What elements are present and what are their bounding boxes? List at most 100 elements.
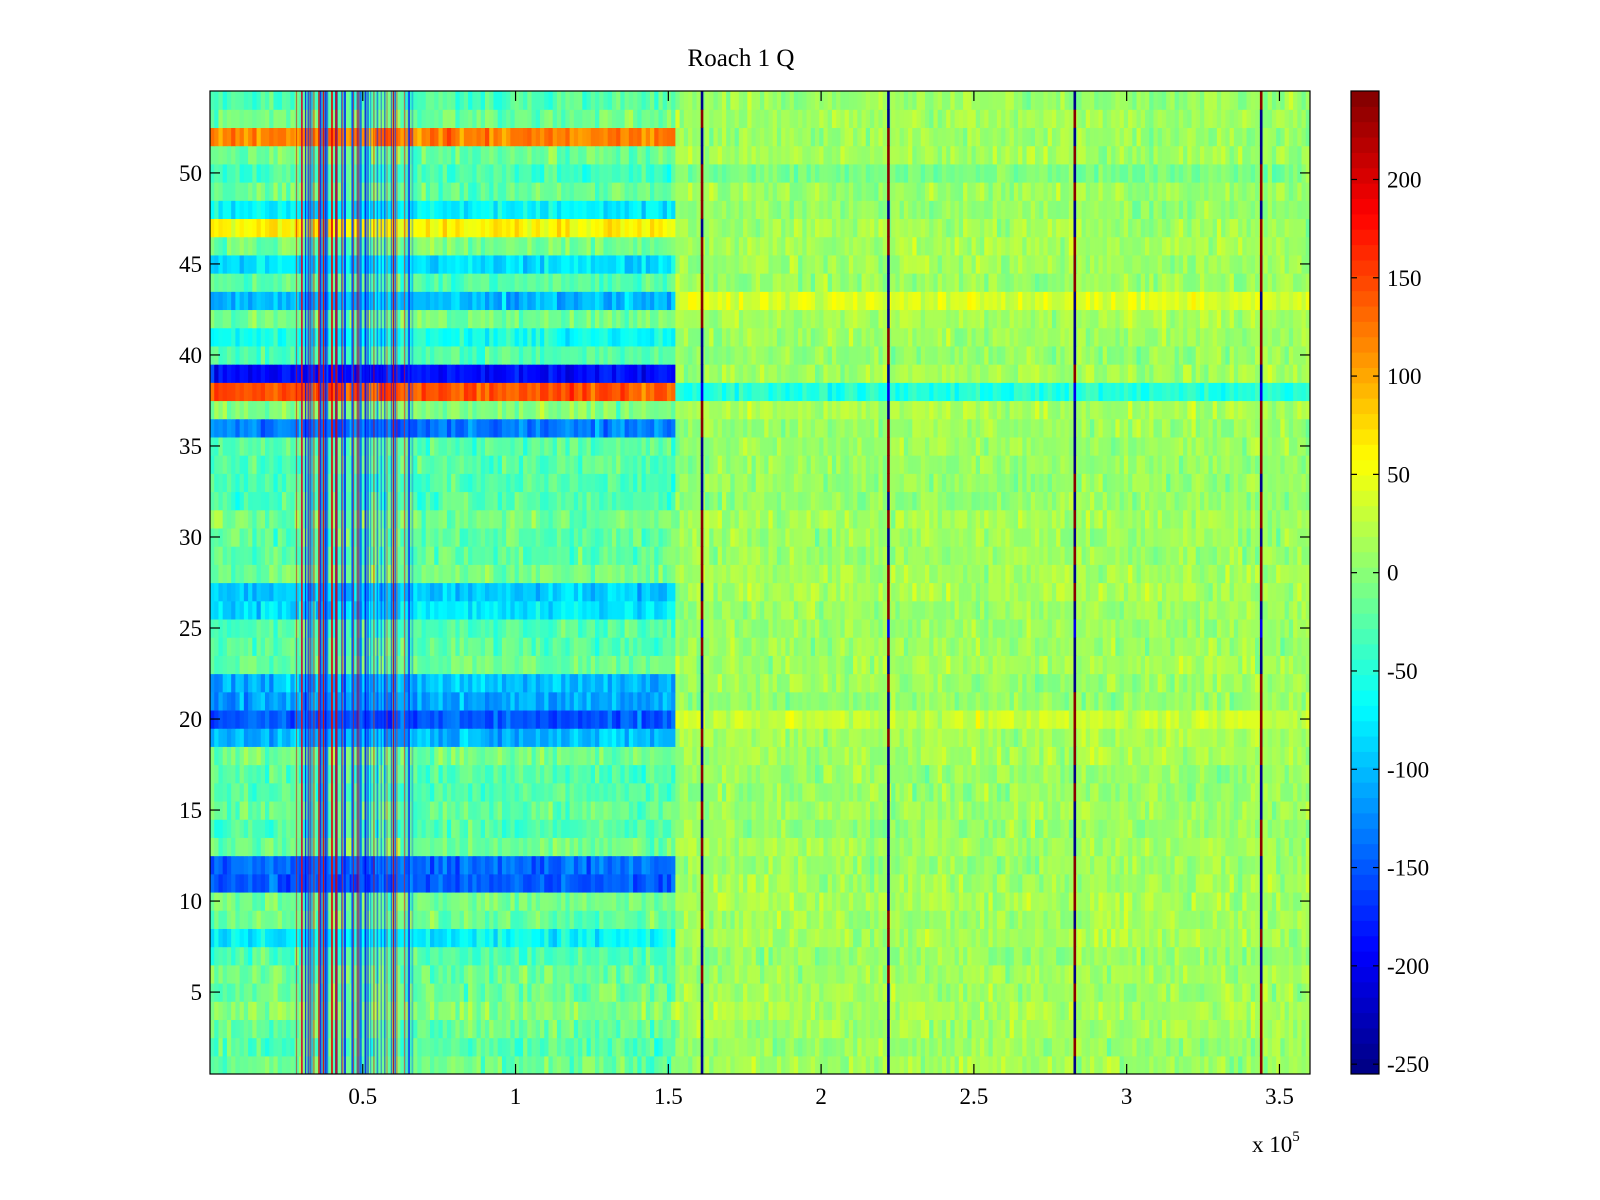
heatmap-cell: [472, 1055, 478, 1074]
heatmap-cell: [1229, 1019, 1235, 1039]
heatmap-cell: [696, 1055, 702, 1074]
heatmap-cell: [345, 910, 351, 929]
heatmap-cell: [493, 928, 499, 948]
heatmap-cell: [1128, 746, 1133, 766]
heatmap-cell: [1301, 964, 1307, 984]
heatmap-cell: [248, 873, 253, 893]
heatmap-cell: [277, 982, 283, 1002]
heatmap-cell: [320, 800, 325, 820]
heatmap-cell: [218, 764, 224, 784]
heatmap-cell: [1250, 746, 1256, 766]
heatmap-cell: [1022, 873, 1028, 893]
heatmap-cell: [666, 800, 672, 820]
heatmap-cell: [882, 982, 888, 1002]
heatmap-cell: [1166, 982, 1171, 1002]
heatmap-cell: [387, 1019, 393, 1039]
heatmap-cell: [556, 1019, 562, 1039]
heatmap-cell: [1039, 782, 1045, 802]
heatmap-cell: [1212, 910, 1218, 929]
heatmap-cell: [806, 819, 812, 838]
heatmap-cell: [548, 873, 554, 893]
heatmap-cell: [552, 746, 558, 766]
heatmap-cell: [1051, 782, 1057, 802]
heatmap-cell: [1170, 1019, 1176, 1039]
heatmap-cell: [705, 928, 710, 948]
heatmap-cell: [290, 746, 296, 766]
heatmap-cell: [273, 855, 279, 875]
heatmap-cell: [518, 873, 524, 893]
heatmap-cell: [1039, 873, 1045, 893]
heatmap-cell: [1018, 855, 1023, 875]
heatmap-cell: [1212, 782, 1218, 802]
heatmap-cell: [1005, 928, 1011, 948]
heatmap-cell: [628, 891, 634, 911]
heatmap-cell: [459, 928, 465, 948]
heatmap-cell: [421, 964, 427, 984]
heatmap-cell: [480, 837, 486, 857]
heatmap-cell: [222, 1037, 228, 1057]
heatmap-cell: [688, 728, 693, 747]
heatmap-cell: [776, 728, 782, 747]
heatmap-cell: [992, 764, 998, 784]
heatmap-cell: [662, 982, 668, 1002]
heatmap-cell: [996, 1019, 1002, 1039]
heatmap-cell: [903, 819, 909, 838]
heatmap-cell: [1128, 855, 1133, 875]
heatmap-cell: [929, 964, 935, 984]
heatmap-cell: [992, 782, 998, 802]
heatmap-cell: [556, 1001, 562, 1020]
heatmap-cell: [793, 1037, 799, 1057]
heatmap-cell: [1013, 1037, 1019, 1057]
heatmap-cell: [434, 873, 440, 893]
heatmap-cell: [531, 837, 537, 857]
heatmap-cell: [375, 782, 380, 802]
heatmap-cell: [882, 1019, 888, 1039]
heatmap-cell: [1009, 964, 1015, 984]
heatmap-cell: [692, 891, 698, 911]
heatmap-cell: [844, 746, 850, 766]
heatmap-cell: [345, 764, 351, 784]
heatmap-cell: [1149, 764, 1155, 784]
heatmap-cell: [853, 946, 858, 966]
heatmap-cell: [281, 1001, 287, 1020]
heatmap-cell: [290, 928, 296, 948]
heatmap-cell: [882, 782, 888, 802]
heatmap-cell: [1187, 819, 1193, 838]
heatmap-cell: [848, 1037, 854, 1057]
heatmap-cell: [1018, 837, 1023, 857]
heatmap-cell: [637, 928, 643, 948]
heatmap-cell: [895, 1001, 901, 1020]
heatmap-cell: [929, 819, 935, 838]
heatmap-cell: [925, 764, 930, 784]
heatmap-cell: [320, 1055, 325, 1074]
heatmap-cell: [1238, 982, 1243, 1002]
heatmap-cell: [540, 1001, 545, 1020]
heatmap-cell: [776, 982, 782, 1002]
heatmap-cell: [556, 873, 562, 893]
heatmap-cell: [590, 764, 596, 784]
heatmap-cell: [1064, 1055, 1070, 1074]
heatmap-cell: [1068, 819, 1074, 838]
heatmap-cell: [1030, 837, 1036, 857]
heatmap-cell: [599, 873, 605, 893]
heatmap-cell: [1056, 964, 1061, 984]
heatmap-cell: [1013, 746, 1019, 766]
heatmap-cell: [899, 1037, 905, 1057]
heatmap-cell: [1161, 746, 1167, 766]
heatmap-cell: [810, 800, 816, 820]
heatmap-cell: [637, 837, 643, 857]
heatmap-cell: [798, 819, 803, 838]
heatmap-cell: [252, 782, 258, 802]
heatmap-cell: [760, 800, 765, 820]
heatmap-cell: [548, 782, 554, 802]
heatmap-cell: [806, 1037, 812, 1057]
heatmap-cell: [243, 1055, 249, 1074]
heatmap-cell: [895, 1037, 901, 1057]
heatmap-cell: [755, 928, 761, 948]
heatmap-cell: [370, 1037, 376, 1057]
heatmap-cell: [1128, 819, 1133, 838]
heatmap-cell: [734, 800, 740, 820]
heatmap-cell: [1284, 964, 1290, 984]
heatmap-cell: [895, 800, 901, 820]
heatmap-cell: [489, 1019, 495, 1039]
